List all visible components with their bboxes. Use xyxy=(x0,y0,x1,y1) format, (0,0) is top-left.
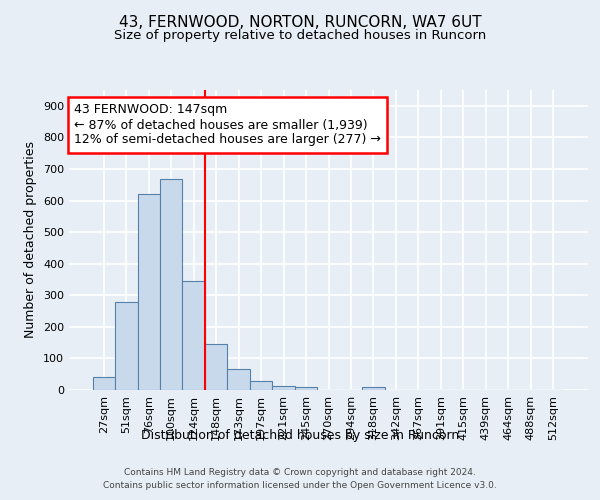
Bar xyxy=(227,370,250,390)
Bar xyxy=(362,388,385,390)
Bar xyxy=(250,380,272,390)
Bar xyxy=(137,194,160,390)
Bar xyxy=(205,344,227,390)
Bar xyxy=(295,387,317,390)
Text: Contains public sector information licensed under the Open Government Licence v3: Contains public sector information licen… xyxy=(103,480,497,490)
Text: Size of property relative to detached houses in Runcorn: Size of property relative to detached ho… xyxy=(114,30,486,43)
Bar xyxy=(160,179,182,390)
Text: 43 FERNWOOD: 147sqm
← 87% of detached houses are smaller (1,939)
12% of semi-det: 43 FERNWOOD: 147sqm ← 87% of detached ho… xyxy=(74,104,381,146)
Text: 43, FERNWOOD, NORTON, RUNCORN, WA7 6UT: 43, FERNWOOD, NORTON, RUNCORN, WA7 6UT xyxy=(119,15,481,30)
Text: Contains HM Land Registry data © Crown copyright and database right 2024.: Contains HM Land Registry data © Crown c… xyxy=(124,468,476,477)
Bar xyxy=(182,281,205,390)
Bar xyxy=(272,386,295,390)
Y-axis label: Number of detached properties: Number of detached properties xyxy=(25,142,37,338)
Text: Distribution of detached houses by size in Runcorn: Distribution of detached houses by size … xyxy=(141,428,459,442)
Bar xyxy=(115,302,137,390)
Bar xyxy=(92,378,115,390)
